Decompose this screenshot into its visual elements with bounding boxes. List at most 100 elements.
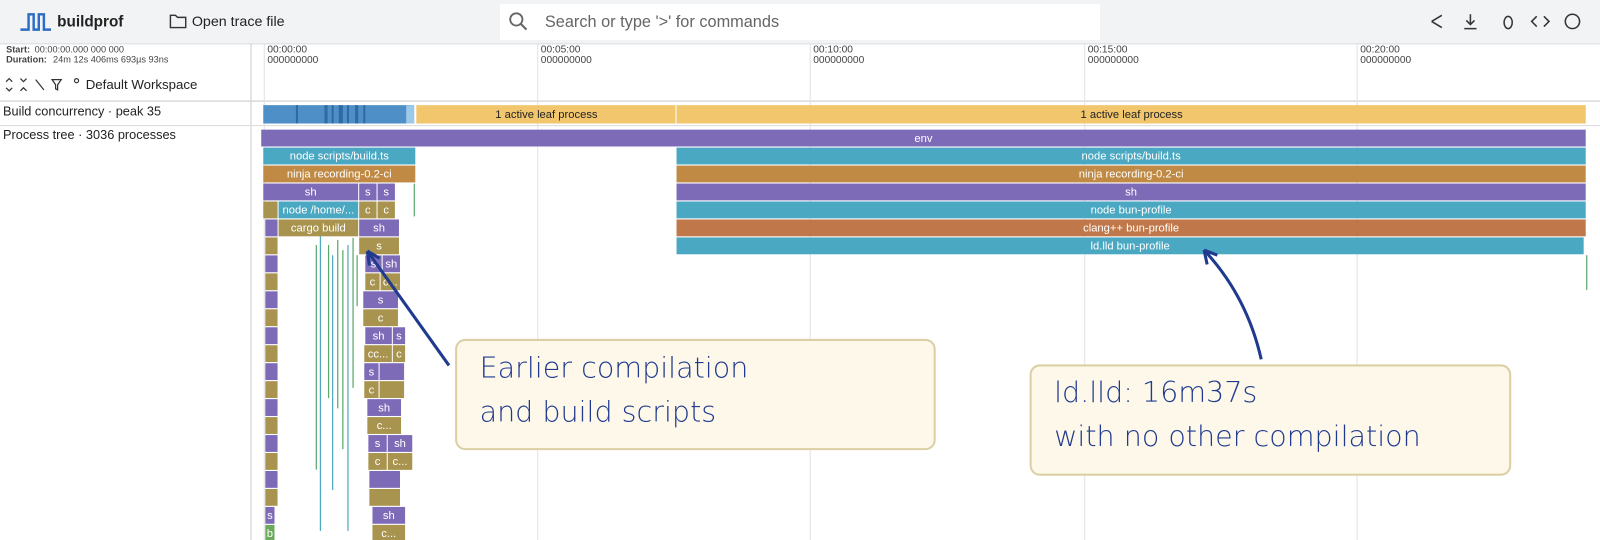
app-name[interactable]: buildprof [57, 14, 124, 31]
unpin-icon[interactable] [35, 79, 45, 91]
process-slice[interactable] [382, 255, 400, 273]
process-slice[interactable] [676, 183, 1586, 201]
process-slice[interactable] [387, 435, 413, 452]
process-slice[interactable] [278, 219, 359, 237]
folder-icon[interactable] [169, 14, 187, 29]
process-slice[interactable] [265, 309, 278, 327]
duration-label: Duration: [6, 55, 47, 65]
process-slice[interactable] [278, 201, 359, 219]
slice-clip: c [396, 348, 402, 360]
concurrency-stripe [324, 105, 328, 124]
slice-label: sh [383, 510, 395, 522]
process-slice[interactable] [387, 453, 413, 470]
process-slice[interactable] [263, 183, 359, 201]
slice-clip: c [383, 205, 389, 217]
process-slice[interactable] [676, 165, 1586, 183]
process-slice[interactable] [265, 291, 278, 309]
slice-label: c... [381, 528, 396, 540]
process-slice[interactable] [379, 381, 405, 399]
slice-clip: sh [394, 438, 406, 450]
time-tick: 00:15:00 [1088, 45, 1128, 56]
process-slice[interactable] [372, 506, 406, 524]
process-slice[interactable] [363, 291, 398, 309]
process-slice[interactable] [359, 183, 377, 201]
process-slice[interactable] [265, 524, 275, 540]
process-slice[interactable] [265, 255, 278, 273]
slice-clip: sh [373, 223, 385, 235]
process-slice[interactable] [265, 417, 278, 434]
process-slice[interactable] [392, 345, 406, 363]
process-slice[interactable] [377, 183, 395, 201]
process-slice[interactable] [265, 488, 278, 506]
process-slice[interactable] [265, 399, 278, 416]
workspace-name[interactable]: Default Workspace [86, 77, 198, 92]
process-slice[interactable] [265, 237, 278, 255]
process-slice[interactable] [263, 147, 416, 165]
process-slice[interactable] [265, 470, 278, 488]
process-slice[interactable] [265, 345, 278, 363]
slice-clip: node scripts/build.ts [1082, 151, 1182, 163]
process-slice[interactable] [676, 201, 1586, 219]
slice-clip: c [365, 205, 371, 217]
process-slice[interactable] [365, 327, 392, 345]
expand-icon[interactable] [5, 77, 13, 92]
process-slice[interactable] [265, 327, 278, 345]
open-trace-button[interactable]: Open trace file [192, 14, 285, 30]
process-slice[interactable] [359, 237, 399, 255]
slice-label: node scripts/build.ts [1082, 151, 1182, 163]
search-box[interactable] [500, 4, 1100, 40]
process-slice[interactable] [265, 219, 278, 237]
workspace-icon[interactable] [73, 77, 80, 84]
process-slice[interactable] [265, 435, 278, 452]
process-slice[interactable] [368, 453, 387, 470]
process-slice[interactable] [263, 201, 278, 219]
process-slice[interactable] [364, 381, 379, 399]
process-slice[interactable] [265, 506, 275, 524]
process-slice[interactable] [379, 363, 405, 381]
process-slice[interactable] [365, 273, 380, 291]
process-slice[interactable] [265, 363, 278, 381]
slice-clip: s [396, 330, 402, 342]
process-slice[interactable] [367, 417, 402, 434]
slice-label: sh [385, 259, 397, 271]
process-slice[interactable] [369, 488, 400, 506]
process-slice[interactable] [265, 273, 278, 291]
process-slice[interactable] [364, 345, 392, 363]
slice-clip: node bun-profile [1091, 205, 1172, 217]
filter-icon[interactable] [50, 79, 63, 91]
slice-label: sh [378, 402, 390, 414]
logo[interactable] [20, 13, 52, 31]
search-placeholder[interactable]: Search or type '>' for commands [545, 13, 779, 31]
process-slice[interactable] [265, 453, 278, 470]
process-slice[interactable] [377, 201, 395, 219]
process-slice[interactable] [372, 524, 406, 540]
slice-clip: sh [305, 187, 317, 199]
process-slice[interactable] [392, 327, 406, 345]
process-slice[interactable] [263, 165, 416, 183]
start-label: Start: [6, 44, 30, 54]
track-title[interactable]: Build concurrency · peak 35 [3, 104, 161, 119]
download-icon[interactable] [1464, 14, 1477, 30]
process-slice[interactable] [363, 309, 398, 327]
duration-value: 24m 12s 406ms 693µs 93ns [53, 55, 169, 65]
process-slice[interactable] [359, 219, 399, 237]
bug-icon[interactable] [1503, 15, 1514, 30]
process-slice[interactable] [359, 201, 377, 219]
code-icon[interactable] [1530, 15, 1551, 28]
process-slice[interactable] [265, 381, 278, 399]
process-slice[interactable] [364, 363, 379, 381]
slice-label: c [378, 312, 384, 324]
process-slice[interactable] [676, 219, 1586, 237]
share-icon[interactable] [1431, 14, 1443, 29]
process-slice[interactable] [369, 470, 400, 488]
process-slice[interactable] [676, 147, 1586, 165]
collapse-icon[interactable] [19, 78, 27, 92]
process-slice[interactable] [676, 237, 1584, 255]
track-title[interactable]: Process tree · 3036 processes [3, 127, 176, 142]
slice-label: s [396, 330, 402, 342]
process-slice[interactable] [368, 435, 387, 452]
process-slice[interactable] [261, 129, 1586, 147]
help-icon[interactable] [1564, 13, 1581, 30]
process-slice[interactable] [367, 399, 402, 416]
